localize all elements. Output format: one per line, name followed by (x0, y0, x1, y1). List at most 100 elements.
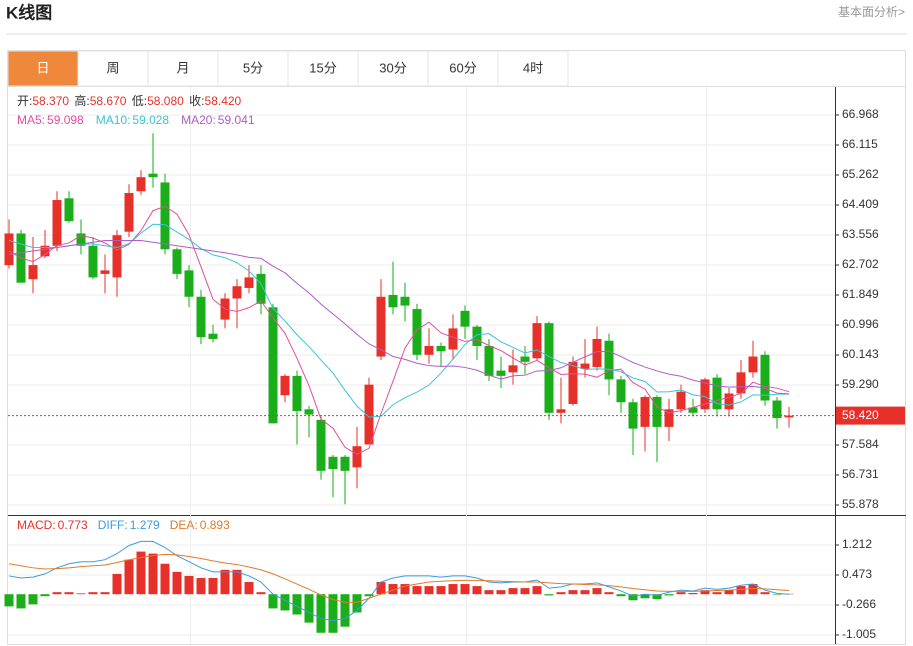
candle-body (448, 328, 458, 350)
macd-bar (652, 594, 662, 600)
y-tick-label: 56.731 (842, 467, 879, 481)
tab-label[interactable]: 15分 (309, 60, 336, 75)
macd-bar (40, 594, 50, 597)
y-tick-label: 61.849 (842, 287, 879, 301)
macd-bar (628, 594, 638, 601)
candle-body (556, 409, 566, 413)
macd-bar (28, 594, 38, 605)
macd-bar (508, 588, 518, 595)
y-tick-label: 66.115 (842, 137, 878, 151)
macd-bar (184, 575, 194, 595)
candle-body (568, 361, 578, 405)
macd-bar (112, 573, 122, 595)
y-tick-label: 66.968 (842, 107, 879, 121)
candle-body (616, 379, 626, 403)
candle-body (520, 356, 530, 362)
fundamental-link[interactable]: 基本面分析> (838, 5, 905, 19)
macd-bar (16, 594, 26, 609)
macd-bar (292, 594, 302, 615)
macd-bar (544, 594, 554, 596)
tab-label[interactable]: 日 (36, 60, 49, 75)
tab[interactable] (7, 50, 79, 87)
y-tick-label: 1.212 (842, 537, 872, 551)
candle-body (700, 379, 710, 410)
tab[interactable] (287, 50, 359, 87)
tab-label[interactable]: 月 (176, 60, 189, 75)
legend-name: DIFF: (98, 518, 128, 532)
candle-body (712, 377, 722, 410)
legend-entry: MA20: 59.041 (181, 113, 255, 127)
macd-bar (472, 586, 482, 595)
macd-bar (172, 571, 182, 595)
candle-body (292, 375, 302, 412)
candle-body (676, 391, 686, 410)
candle-body (76, 233, 86, 246)
tab-label[interactable]: 60分 (449, 60, 476, 75)
candle-body (664, 409, 674, 427)
indicator-line (8, 205, 790, 455)
info-value: 58.080 (147, 94, 184, 108)
y-tick-label: 57.584 (842, 437, 879, 451)
y-tick-label: 60.143 (842, 347, 879, 361)
legend-entry: DEA: 0.893 (170, 518, 230, 532)
tab-label[interactable]: 周 (106, 60, 119, 75)
tab-label[interactable]: 4时 (523, 60, 543, 75)
candle-body (232, 286, 242, 299)
tab[interactable] (497, 50, 569, 87)
candle-body (592, 338, 602, 368)
candle-body (436, 345, 446, 352)
macd-bar (556, 592, 566, 595)
legend-value: 0.893 (200, 518, 230, 532)
candle-body (28, 265, 38, 280)
macd-bar (604, 592, 614, 595)
macd-bar (760, 592, 770, 595)
tab-bar: 日 周 月 5分 15分 30分 60分 4时 (7, 50, 569, 87)
candle-body (760, 354, 770, 401)
macd-bar (256, 592, 266, 595)
tab-label[interactable]: 30分 (379, 60, 406, 75)
candle-body (388, 294, 398, 308)
macd-bar (724, 590, 734, 595)
macd-bar (376, 582, 386, 595)
candle-body (376, 296, 386, 357)
macd-bar (712, 592, 722, 595)
candle-body (460, 310, 470, 327)
tab-label[interactable]: 5分 (243, 60, 263, 75)
macd-bar (568, 590, 578, 595)
macd-bar (148, 553, 158, 595)
ohlc-info: 开:58.370 高:58.670 低:58.080 收:58.420 (17, 93, 242, 108)
macd-bar (580, 590, 590, 595)
macd-bar (364, 594, 374, 597)
legend-name: MA5: (17, 113, 45, 127)
macd-bar (496, 590, 506, 595)
macd-bar (532, 586, 542, 595)
candle-body (112, 235, 122, 278)
macd-bar (232, 569, 242, 595)
candle-body (40, 245, 50, 257)
candle-body (172, 249, 182, 274)
candle-body (208, 333, 218, 339)
tab[interactable] (77, 50, 149, 87)
candle-body (352, 446, 362, 468)
candle-body (580, 363, 590, 369)
macd-bar (124, 559, 134, 595)
candle-body (640, 396, 650, 427)
candle-body (244, 277, 254, 288)
candle-body (772, 400, 782, 419)
macd-bar (448, 584, 458, 595)
candle-body (532, 323, 542, 359)
tab[interactable] (147, 50, 219, 87)
macd-bar (412, 586, 422, 595)
candle-body (184, 270, 194, 297)
legend-value: 0.773 (58, 518, 88, 532)
candle-body (340, 456, 350, 471)
y-tick-label: 55.878 (842, 497, 879, 511)
macd-bar (100, 592, 110, 595)
macd-bar (244, 582, 254, 595)
indicator-line (8, 553, 790, 603)
last-price-label: 58.420 (842, 408, 879, 422)
candle-body (424, 345, 434, 355)
info-value: 58.370 (32, 94, 69, 108)
macd-bar (304, 594, 314, 623)
macd-bar (748, 584, 758, 595)
